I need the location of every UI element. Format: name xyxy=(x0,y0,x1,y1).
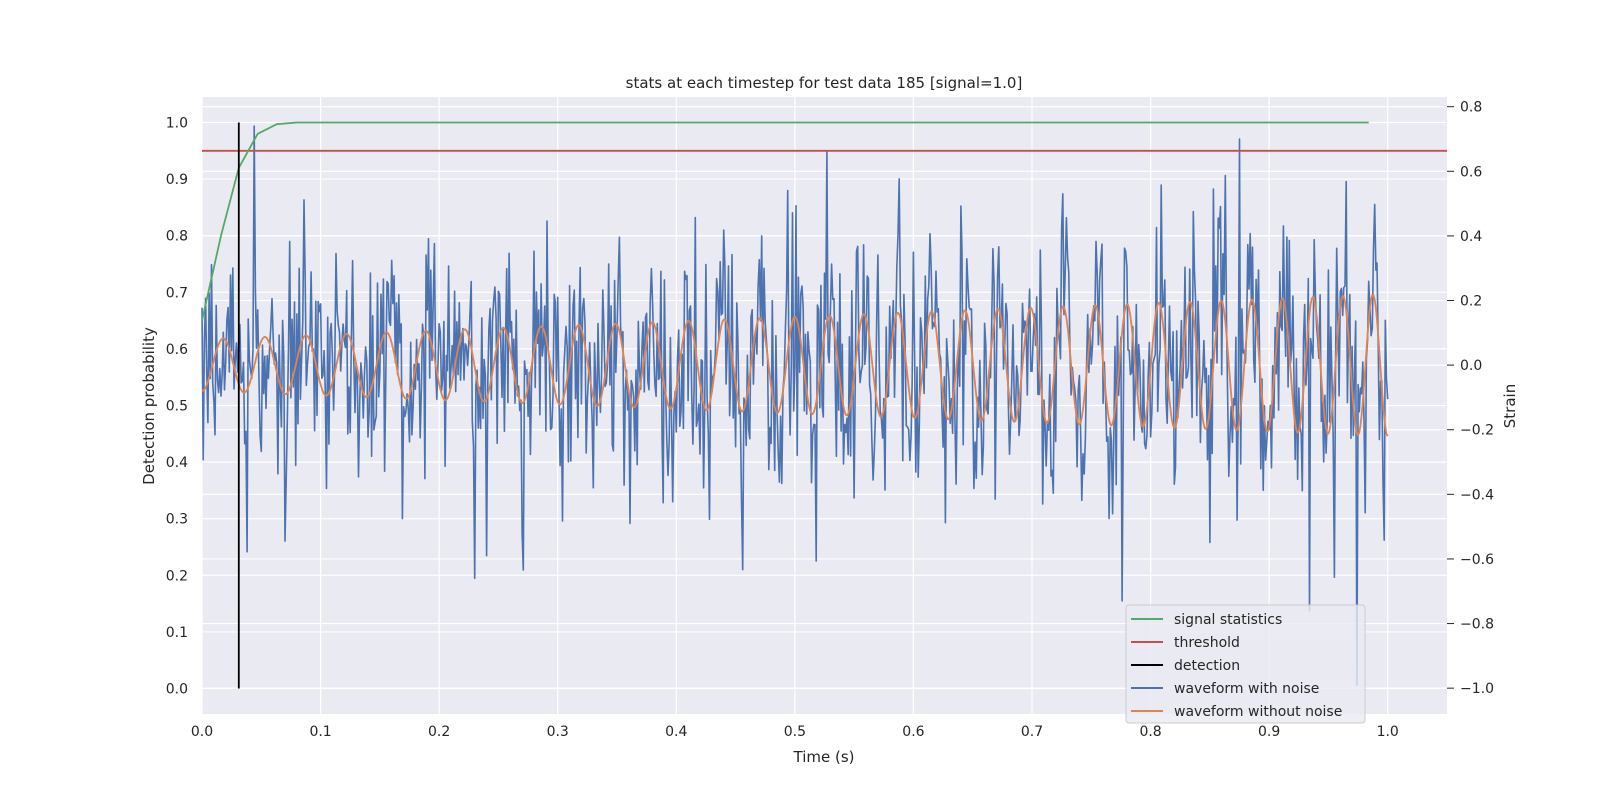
y-tick-label: 1.0 xyxy=(166,115,188,131)
legend-label-signal-statistics: signal statistics xyxy=(1174,612,1282,628)
series-layer xyxy=(201,121,1447,689)
chart-title: stats at each timestep for test data 185… xyxy=(626,74,1023,92)
y-right-tick-label: −0.2 xyxy=(1460,423,1494,439)
y-right-tick-label: −0.8 xyxy=(1460,617,1494,633)
y-right-tick-label: −0.6 xyxy=(1460,552,1494,568)
y-right-tick-label: 0.2 xyxy=(1460,294,1482,310)
x-tick-label: 0.6 xyxy=(902,724,924,740)
x-tick-label: 0.0 xyxy=(191,724,213,740)
legend-box xyxy=(1125,604,1366,724)
x-tick-label: 0.3 xyxy=(547,724,569,740)
series-line-signal-statistics xyxy=(201,121,1369,321)
x-tick-label: 1.0 xyxy=(1377,724,1399,740)
y-right-tick-label: −0.4 xyxy=(1460,487,1494,503)
x-tick-label: 0.7 xyxy=(1021,724,1043,740)
y-tick-label: 0.0 xyxy=(166,682,188,698)
x-tick-label: 0.4 xyxy=(665,724,687,740)
legend-label-waveform-with-noise: waveform with noise xyxy=(1174,681,1319,697)
y-tick-label: 0.5 xyxy=(166,399,188,415)
y-right-axis-label: Strain xyxy=(1501,384,1519,428)
x-tick-label: 0.9 xyxy=(1258,724,1280,740)
legend: signal statistics threshold detection wa… xyxy=(1125,604,1366,724)
y-tick-label: 0.9 xyxy=(166,172,188,188)
y-axis-label: Detection probability xyxy=(140,327,158,485)
y-right-tick-label: 0.8 xyxy=(1460,100,1482,116)
y-tick-label: 0.1 xyxy=(166,625,188,641)
y-tick-label: 0.7 xyxy=(166,285,188,301)
legend-label-waveform-without-noise: waveform without noise xyxy=(1174,704,1342,720)
x-tick-label: 0.1 xyxy=(309,724,331,740)
legend-label-threshold: threshold xyxy=(1174,635,1240,651)
y-right-tick-label: 0.4 xyxy=(1460,229,1482,245)
y-tick-label: 0.2 xyxy=(166,568,188,584)
y-tick-label: 0.8 xyxy=(166,229,188,245)
x-axis-label: Time (s) xyxy=(793,748,855,766)
y-tick-label: 0.6 xyxy=(166,342,188,358)
y-right-tick-label: 0.6 xyxy=(1460,164,1482,180)
ticks: 0.0 0.1 0.2 0.3 0.4 0.5 0.6 0.7 0.8 0.9 1.0 0.0 0.1 0… xyxy=(166,100,1494,740)
x-tick-label: 0.5 xyxy=(784,724,806,740)
x-tick-label: 0.8 xyxy=(1139,724,1161,740)
y-right-tick-label: −1.0 xyxy=(1460,681,1494,697)
y-tick-label: 0.3 xyxy=(166,512,188,528)
y-tick-label: 0.4 xyxy=(166,455,188,471)
series-line-waveform-without-noise xyxy=(201,294,1389,437)
series-line-waveform-with-noise xyxy=(201,125,1389,686)
legend-label-detection: detection xyxy=(1174,658,1240,674)
x-tick-label: 0.2 xyxy=(428,724,450,740)
y-right-tick-label: 0.0 xyxy=(1460,358,1482,374)
